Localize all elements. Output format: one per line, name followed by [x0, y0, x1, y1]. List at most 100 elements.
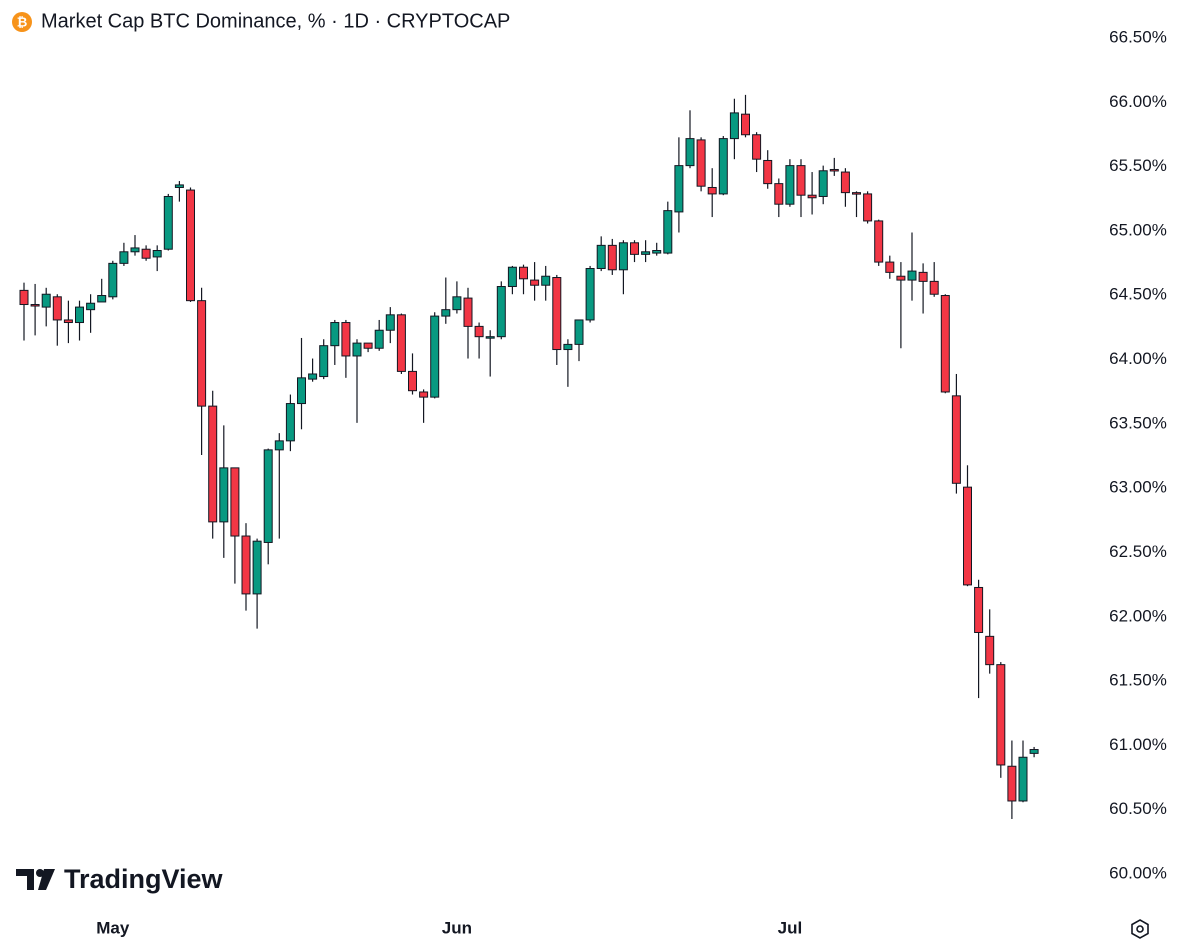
candle-body: [385, 314, 395, 331]
candle-body: [41, 293, 51, 308]
candle-body: [152, 250, 162, 258]
candle-body: [785, 165, 795, 205]
candle-body: [918, 271, 928, 282]
candle-body: [252, 540, 262, 595]
candle-body: [496, 286, 506, 338]
candle-body: [452, 296, 462, 311]
candle-body: [963, 486, 972, 586]
candle-body: [618, 242, 628, 271]
candle-body: [208, 405, 218, 523]
candle-body: [652, 250, 662, 254]
candle-body: [974, 586, 984, 633]
y-tick-label: 61.50%: [1109, 671, 1167, 690]
candle-body: [752, 134, 762, 160]
candle-body: [674, 165, 684, 213]
candle-body: [463, 297, 473, 327]
candle-body: [507, 266, 517, 288]
candle-body: [874, 220, 884, 263]
y-tick-label: 61.00%: [1109, 735, 1167, 754]
candle-body: [1018, 756, 1028, 802]
candle-body: [885, 261, 895, 273]
y-tick-label: 65.50%: [1109, 156, 1167, 175]
candle-body: [863, 193, 873, 222]
candle-body: [396, 314, 406, 372]
candle-body: [19, 289, 29, 306]
candle-body: [130, 247, 140, 253]
candle-body: [641, 251, 651, 255]
candle-body: [951, 395, 961, 484]
candle-body: [119, 251, 129, 264]
candle-body: [408, 370, 417, 392]
candle-body: [341, 322, 351, 357]
candle-body: [1007, 765, 1017, 802]
y-tick-label: 62.50%: [1109, 542, 1167, 561]
candle-body: [852, 192, 861, 195]
candle-body: [796, 165, 806, 196]
chart-title: Market Cap BTC Dominance, % · 1D · CRYPT…: [41, 10, 510, 32]
x-tick-label: Jul: [778, 918, 803, 937]
candle-body: [374, 329, 384, 349]
x-tick-label: May: [96, 918, 130, 937]
y-tick-label: 60.50%: [1109, 799, 1167, 818]
candle-body: [774, 183, 784, 205]
candle-body: [1029, 749, 1039, 754]
brand-name: TradingView: [64, 864, 224, 894]
candle-body: [563, 343, 573, 351]
candle-body: [996, 664, 1006, 766]
candle-body: [297, 377, 306, 405]
candle-body: [263, 449, 273, 543]
brand-logo: [16, 869, 55, 890]
y-tick-label: 60.00%: [1109, 863, 1167, 882]
candle-body: [163, 195, 173, 250]
candle-body: [241, 535, 251, 595]
candle-body: [485, 336, 495, 339]
candle-body: [308, 373, 318, 380]
candle-body: [552, 277, 562, 351]
candle-body: [541, 275, 551, 286]
candle-body: [86, 302, 96, 311]
btc-icon: [12, 12, 32, 32]
candle-body: [763, 159, 773, 185]
candle-body: [530, 279, 540, 286]
candle-body: [352, 342, 362, 357]
settings-icon[interactable]: [1131, 919, 1149, 939]
candle-body: [230, 467, 240, 537]
candle-body: [419, 391, 429, 398]
candle-body: [940, 295, 950, 393]
y-tick-label: 63.00%: [1109, 478, 1167, 497]
candle-body: [696, 139, 706, 187]
candle-body: [818, 170, 828, 197]
y-tick-label: 65.00%: [1109, 220, 1167, 239]
candle-body: [319, 345, 329, 378]
candle-body: [197, 300, 207, 407]
candle-body: [141, 248, 151, 259]
candle-body: [274, 440, 284, 451]
candle-body: [585, 268, 595, 321]
y-tick-label: 64.00%: [1109, 349, 1167, 368]
candle-body: [97, 295, 107, 303]
candle-body: [829, 168, 839, 172]
y-tick-label: 62.00%: [1109, 606, 1167, 625]
candle-body: [574, 319, 584, 345]
candle-body: [174, 184, 184, 188]
candle-body: [441, 309, 451, 317]
candle-body: [596, 244, 606, 270]
candle-body: [607, 244, 617, 271]
candle-body: [75, 306, 84, 324]
y-tick-label: 66.00%: [1109, 92, 1167, 111]
candle-body: [729, 112, 739, 140]
candle-body: [186, 189, 195, 302]
candle-body: [718, 138, 728, 195]
candle-body: [840, 171, 850, 194]
candle-body: [896, 275, 906, 281]
candle-body: [807, 194, 817, 199]
candle-body: [285, 403, 295, 442]
candle-body: [474, 325, 484, 338]
candle-body: [330, 322, 340, 347]
candle-body: [685, 138, 695, 167]
candle-body: [30, 304, 40, 307]
y-tick-label: 66.50%: [1109, 27, 1167, 46]
candle-body: [63, 319, 73, 324]
